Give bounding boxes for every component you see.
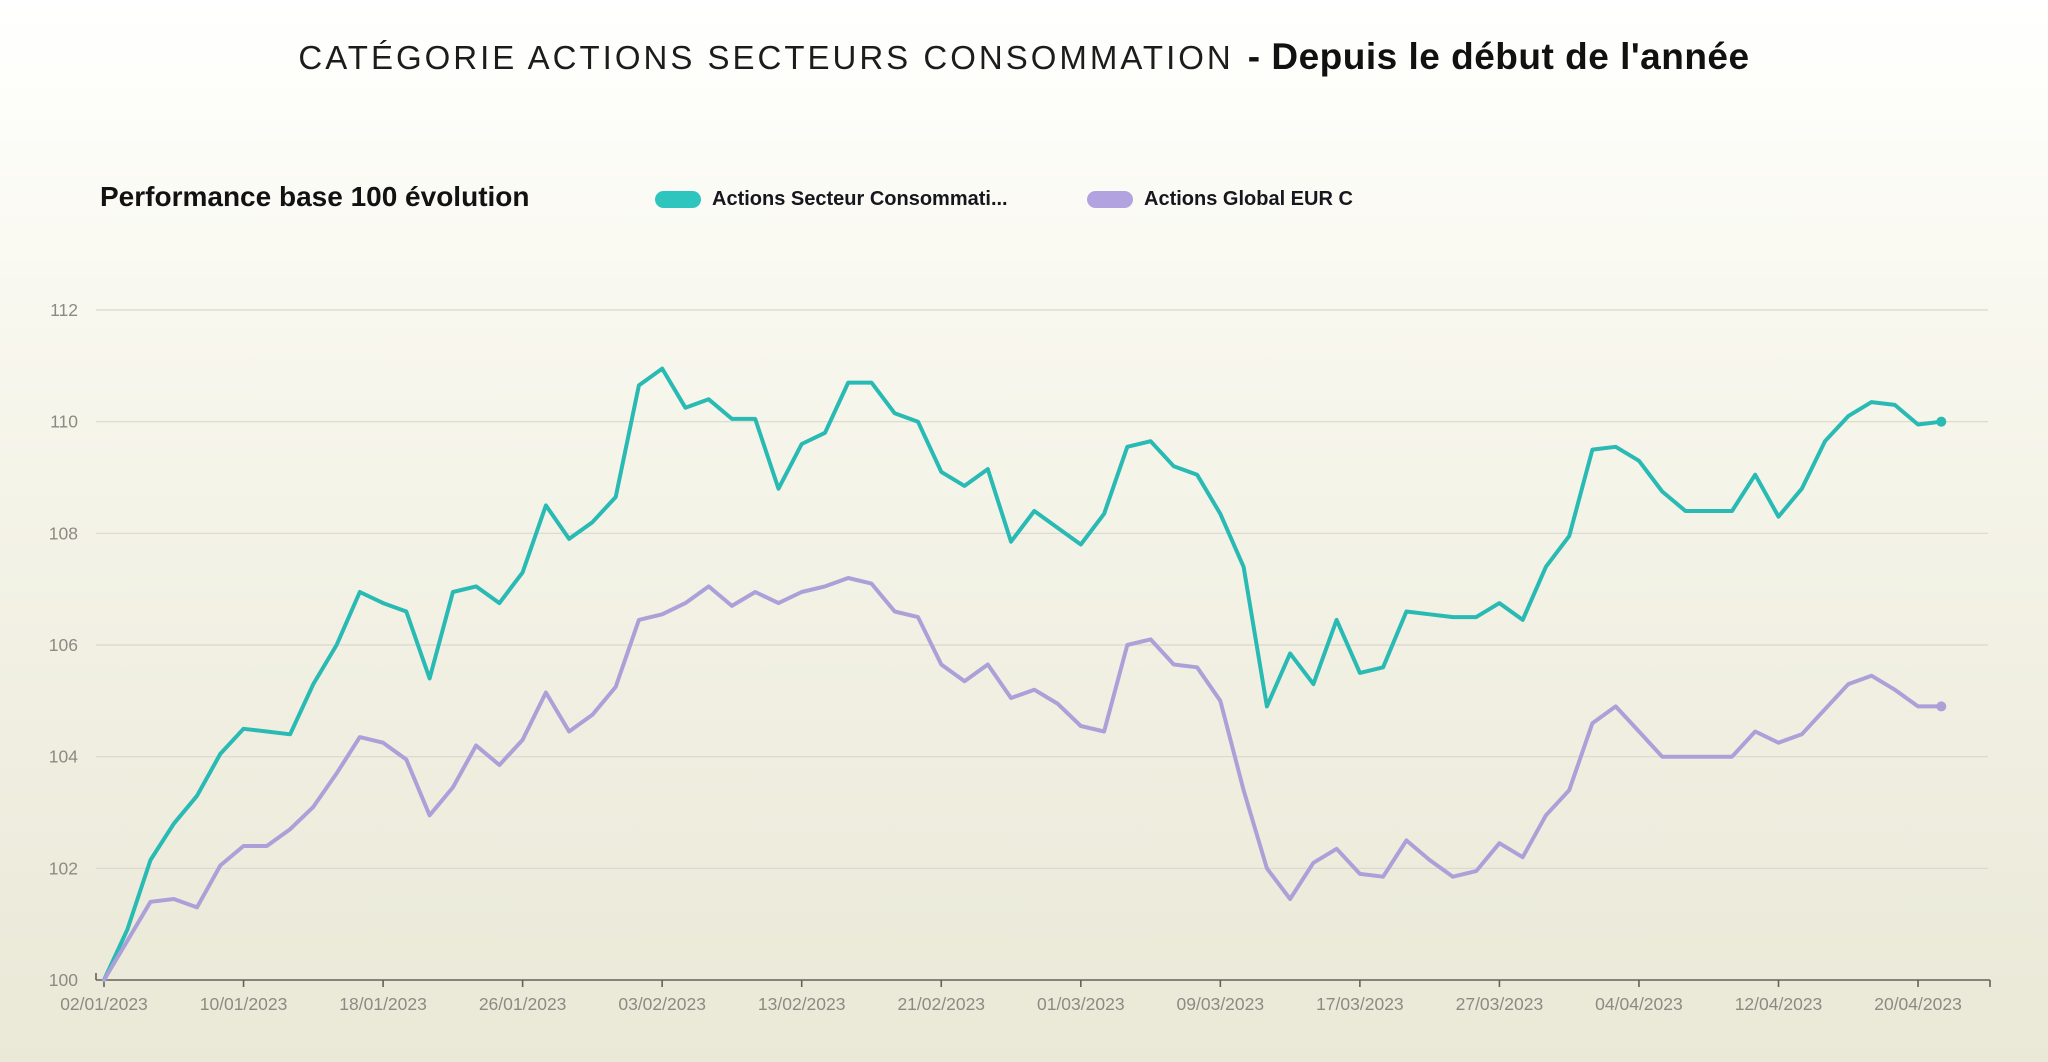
series-endpoint-actions-global-eur-c xyxy=(1936,701,1947,712)
x-tick-label: 02/01/2023 xyxy=(60,994,148,1014)
x-tick-label: 10/01/2023 xyxy=(200,994,288,1014)
x-axis-labels: 02/01/2023 10/01/2023 18/01/2023 26/01/2023… xyxy=(60,994,1962,1014)
x-axis xyxy=(95,973,1991,987)
y-axis-labels: 100 102 104 106 108 110 112 xyxy=(49,300,78,990)
legend-label: Actions Global EUR C xyxy=(1144,188,1353,210)
x-tick-label: 18/01/2023 xyxy=(339,994,427,1014)
y-tick-label: 106 xyxy=(49,635,78,655)
title-category: CATÉGORIE ACTIONS SECTEURS CONSOMMATION xyxy=(298,39,1234,76)
y-tick-label: 104 xyxy=(49,747,78,767)
legend-label: Actions Secteur Consommati... xyxy=(712,188,1008,210)
x-tick-label: 09/03/2023 xyxy=(1177,994,1265,1014)
y-tick-label: 110 xyxy=(50,412,78,432)
y-tick-label: 102 xyxy=(49,858,78,878)
y-tick-label: 112 xyxy=(50,300,78,320)
chart-heading: Performance base 100 évolution xyxy=(100,181,530,212)
x-tick-label: 20/04/2023 xyxy=(1874,994,1962,1014)
legend-item-actions-secteur-consommation: Actions Secteur Consommati... xyxy=(655,188,1008,211)
y-tick-label: 108 xyxy=(49,523,78,543)
x-tick-label: 03/02/2023 xyxy=(618,994,706,1014)
x-tick-label: 12/04/2023 xyxy=(1735,994,1823,1014)
x-tick-label: 26/01/2023 xyxy=(479,994,567,1014)
series-line-actions-global-eur-c xyxy=(102,576,1944,982)
legend-item-actions-global-eur-c: Actions Global EUR C xyxy=(1087,188,1353,211)
page-title: CATÉGORIE ACTIONS SECTEURS CONSOMMATION -… xyxy=(0,36,2048,78)
legend-swatch-teal xyxy=(655,191,701,208)
legend-swatch-purple xyxy=(1087,191,1133,208)
x-tick-label: 04/04/2023 xyxy=(1595,994,1683,1014)
x-tick-label: 13/02/2023 xyxy=(758,994,846,1014)
x-tick-label: 01/03/2023 xyxy=(1037,994,1125,1014)
gridlines xyxy=(96,309,1988,869)
x-tick-label: 21/02/2023 xyxy=(897,994,985,1014)
x-tick-label: 17/03/2023 xyxy=(1316,994,1404,1014)
title-period: - Depuis le début de l'année xyxy=(1247,36,1750,77)
series-line-actions-secteur-consommation xyxy=(102,366,1944,982)
y-tick-label: 100 xyxy=(49,970,78,990)
series-endpoint-actions-secteur-consommation xyxy=(1936,416,1947,427)
x-tick-label: 27/03/2023 xyxy=(1456,994,1544,1014)
